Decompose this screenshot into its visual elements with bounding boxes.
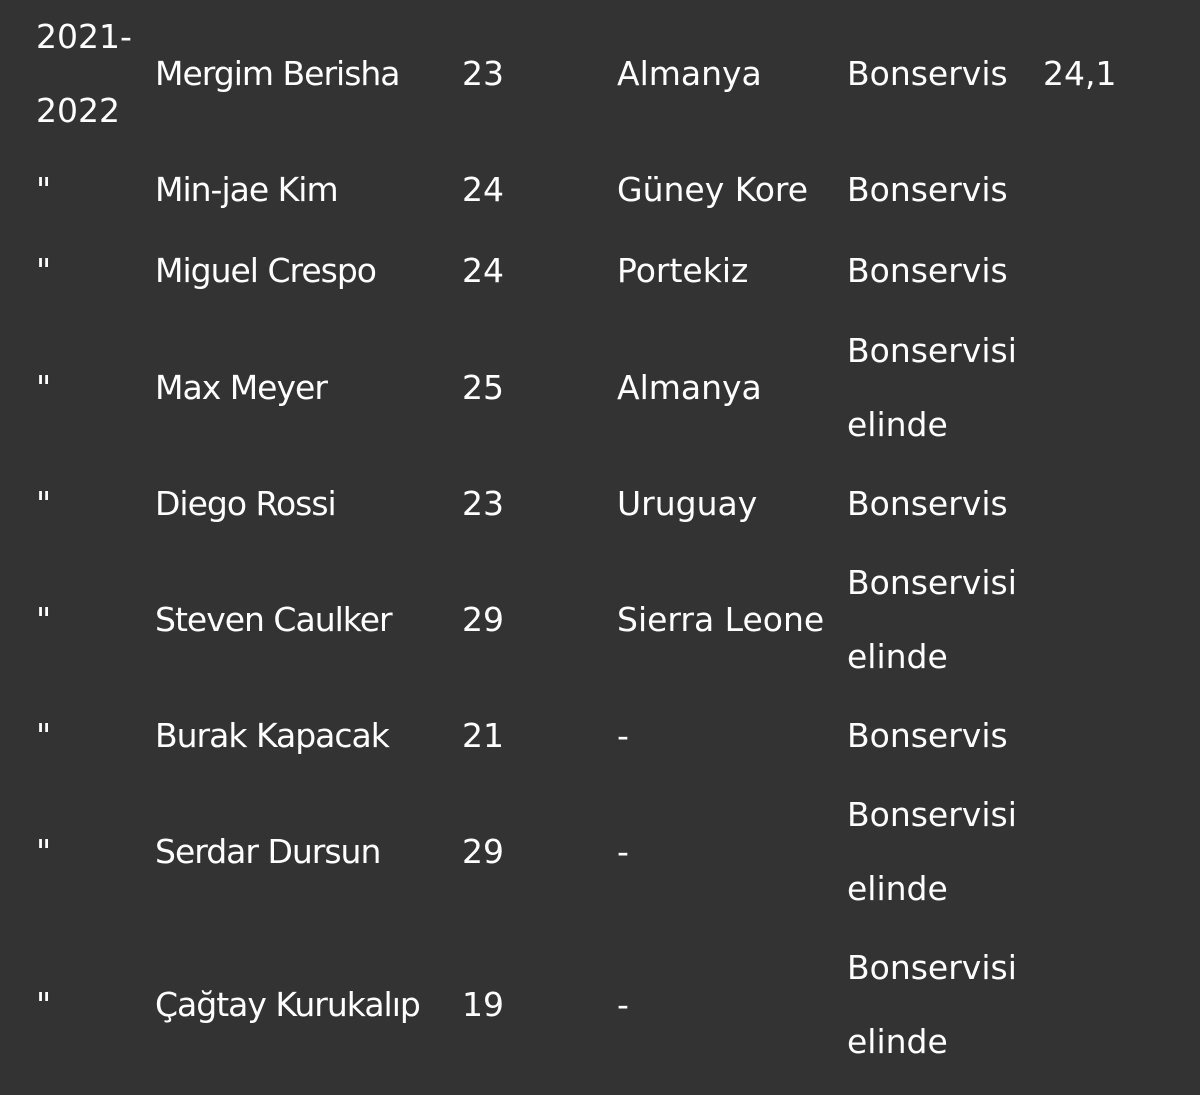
cell-country: -	[617, 832, 629, 871]
cell-country: Portekiz	[617, 251, 749, 290]
cell-age: 19	[462, 985, 504, 1024]
cell-fee	[1043, 774, 1200, 930]
cell-fee	[1043, 930, 1200, 1080]
cell-player: Mergim Berisha	[155, 54, 401, 93]
cell-type: Bonservis	[847, 170, 1008, 209]
cell-player: Serdar Dursun	[155, 832, 381, 871]
cell-player: Miguel Crespo	[155, 251, 377, 290]
cell-type: Bonservisi elinde	[847, 948, 1017, 1061]
cell-type: Bonservisi elinde	[847, 331, 1017, 444]
cell-player: Min-jae Kim	[155, 170, 339, 209]
cell-age: 25	[462, 368, 504, 407]
cell-country: Almanya	[617, 54, 762, 93]
cell-fee	[1043, 148, 1200, 232]
cell-type: Bonservis	[847, 716, 1008, 755]
cell-fee	[1043, 542, 1200, 698]
cell-fee	[1043, 466, 1200, 542]
cell-player: Steven Caulker	[155, 600, 393, 639]
cell-season: "	[36, 368, 52, 407]
cell-type: Bonservis	[847, 484, 1008, 523]
cell-player: Diego Rossi	[155, 484, 337, 523]
cell-season: "	[36, 251, 52, 290]
cell-season: "	[36, 716, 52, 755]
cell-season: "	[36, 484, 52, 523]
cell-country: Sierra Leone	[617, 600, 825, 639]
cell-season: 2021- 2022	[36, 17, 132, 130]
cell-fee	[1043, 310, 1200, 466]
cell-fee	[1043, 698, 1200, 774]
cell-country: Güney Kore	[617, 170, 809, 209]
cell-season: "	[36, 600, 52, 639]
table-row: " Çağtay Kurukalıp 19 - Bonservisi elinde	[0, 930, 1200, 1080]
cell-player: Çağtay Kurukalıp	[155, 985, 421, 1024]
cell-type: Bonservis	[847, 54, 1008, 93]
cell-player: Burak Kapacak	[155, 716, 390, 755]
table-row: " Min-jae Kim 24 Güney Kore Bonservis	[0, 148, 1200, 232]
table-row: " Max Meyer 25 Almanya Bonservisi elinde	[0, 310, 1200, 466]
cell-season: "	[36, 832, 52, 871]
cell-age: 29	[462, 832, 504, 871]
cell-type: Bonservisi elinde	[847, 563, 1017, 676]
cell-season: "	[36, 170, 52, 209]
cell-age: 21	[462, 716, 504, 755]
cell-country: -	[617, 985, 629, 1024]
cell-fee	[1043, 232, 1200, 310]
cell-season: "	[36, 985, 52, 1024]
cell-country: Uruguay	[617, 484, 758, 523]
table-row: " Serdar Dursun 29 - Bonservisi elinde	[0, 774, 1200, 930]
table-row: " Steven Caulker 29 Sierra Leone Bonservisi …	[0, 542, 1200, 698]
cell-age: 24	[462, 251, 504, 290]
cell-type: Bonservisi elinde	[847, 795, 1017, 908]
cell-player: Max Meyer	[155, 368, 328, 407]
cell-type: Bonservis	[847, 251, 1008, 290]
cell-age: 24	[462, 170, 504, 209]
cell-age: 23	[462, 54, 504, 93]
cell-fee: 24,1	[1043, 54, 1117, 93]
table-row: " Burak Kapacak 21 - Bonservis	[0, 698, 1200, 774]
cell-country: Almanya	[617, 368, 762, 407]
table-row: " Diego Rossi 23 Uruguay Bonservis	[0, 466, 1200, 542]
table-row: 2021- 2022 Mergim Berisha 23 Almanya Bonservi…	[0, 0, 1200, 148]
cell-age: 29	[462, 600, 504, 639]
cell-country: -	[617, 716, 629, 755]
table-row: " Miguel Crespo 24 Portekiz Bonservis	[0, 232, 1200, 310]
cell-age: 23	[462, 484, 504, 523]
